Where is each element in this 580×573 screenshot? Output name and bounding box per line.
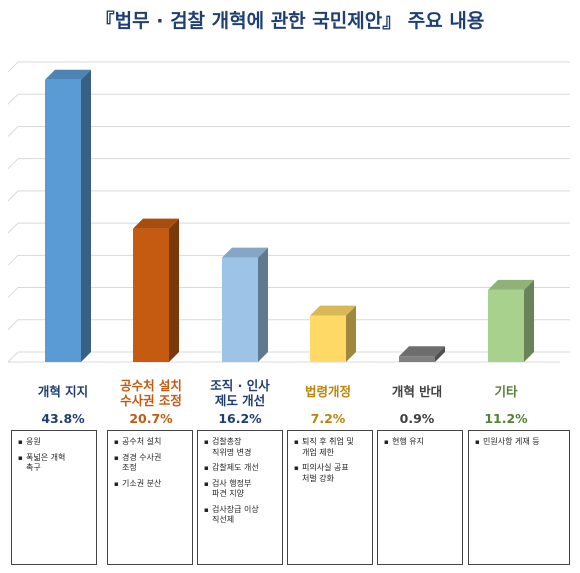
detail-item: 피의사실 공표 처벌 강화 [294, 463, 368, 484]
detail-list: 공수처 설치경경 수사권 조정기소권 분산 [114, 437, 188, 489]
detail-box: 검찰총장 직위명 변경감찰제도 개선검사 행정부 파견 지양검사장급 이상 직선… [197, 430, 283, 565]
value-label: 11.2% [484, 411, 528, 426]
bar-side [258, 247, 268, 362]
value-label: 20.7% [129, 411, 173, 426]
detail-item: 감찰제도 개선 [204, 463, 278, 474]
gridline-diag [7, 254, 19, 266]
detail-item: 민원사항 게재 등 [475, 437, 565, 448]
detail-item: 검사장급 이상 직선제 [204, 505, 278, 526]
bar-front [222, 257, 258, 362]
gridline-diag [7, 319, 19, 331]
bar-top [399, 346, 445, 357]
bar-side [346, 305, 356, 362]
bar-front [399, 356, 435, 362]
gridline-diag [7, 158, 19, 170]
detail-list: 민원사항 게재 등 [475, 437, 565, 448]
value-label: 0.9% [399, 411, 435, 426]
category-label: 공수처 설치 수사권 조정 [120, 378, 182, 408]
bar-side [81, 69, 91, 362]
gridline-diag [7, 287, 19, 298]
detail-list: 현행 유지 [384, 437, 458, 448]
gridline-diag [7, 61, 19, 73]
detail-item: 공수처 설치 [114, 437, 188, 448]
bar-top [45, 69, 91, 80]
value-label: 16.2% [218, 411, 262, 426]
detail-item: 현행 유지 [384, 437, 458, 448]
detail-list: 검찰총장 직위명 변경감찰제도 개선검사 행정부 파견 지양검사장급 이상 직선… [204, 437, 278, 526]
bar-side [435, 346, 445, 362]
detail-item: 기소권 분산 [114, 479, 188, 490]
detail-box: 공수처 설치경경 수사권 조정기소권 분산 [107, 430, 193, 565]
detail-item: 검사 행정부 파견 지양 [204, 479, 278, 500]
detail-item: 폭넓은 개혁 촉구 [18, 453, 92, 474]
detail-list: 퇴직 후 취업 및 개업 제한피의사실 공표 처벌 강화 [294, 437, 368, 484]
detail-item: 경경 수사권 조정 [114, 453, 188, 474]
bar-side [169, 218, 179, 362]
bar-top [133, 218, 179, 229]
bar-front [133, 228, 169, 362]
gridline-diag [7, 126, 19, 137]
bar [310, 305, 356, 362]
gridline-diag [7, 93, 19, 105]
bar [133, 218, 179, 362]
bar-front [488, 289, 524, 362]
bar-front [45, 79, 81, 362]
detail-item: 응원 [18, 437, 92, 448]
category-label: 개혁 지지 [37, 384, 89, 399]
detail-box: 민원사항 게재 등 [468, 430, 570, 565]
gridline-diag [7, 351, 19, 363]
detail-item: 검찰총장 직위명 변경 [204, 437, 278, 458]
gridline-diag [7, 190, 19, 202]
bar-top [310, 305, 356, 316]
bar-top [488, 279, 534, 290]
category-label: 기타 [494, 384, 518, 399]
detail-box: 현행 유지 [377, 430, 463, 565]
gridline-diag [7, 222, 19, 234]
category-label: 개혁 반대 [391, 384, 443, 399]
bar-top [222, 247, 268, 258]
category-label: 조직 · 인사 제도 개선 [210, 378, 270, 408]
bar [488, 279, 534, 362]
bar [399, 346, 445, 362]
value-label: 7.2% [310, 411, 346, 426]
detail-item: 퇴직 후 취업 및 개업 제한 [294, 437, 368, 458]
category-label: 법령개정 [304, 384, 351, 399]
bar-side [524, 279, 534, 362]
bar-chart [7, 61, 570, 363]
detail-list: 응원폭넓은 개혁 촉구 [18, 437, 92, 474]
detail-box: 퇴직 후 취업 및 개업 제한피의사실 공표 처벌 강화 [287, 430, 373, 565]
bar-front [310, 315, 346, 362]
value-label: 43.8% [41, 411, 85, 426]
chart-title: 『법무 · 검찰 개혁에 관한 국민제안』 주요 내용 [95, 10, 485, 32]
bar [45, 69, 91, 362]
detail-box: 응원폭넓은 개혁 촉구 [11, 430, 97, 565]
bar [222, 247, 268, 362]
